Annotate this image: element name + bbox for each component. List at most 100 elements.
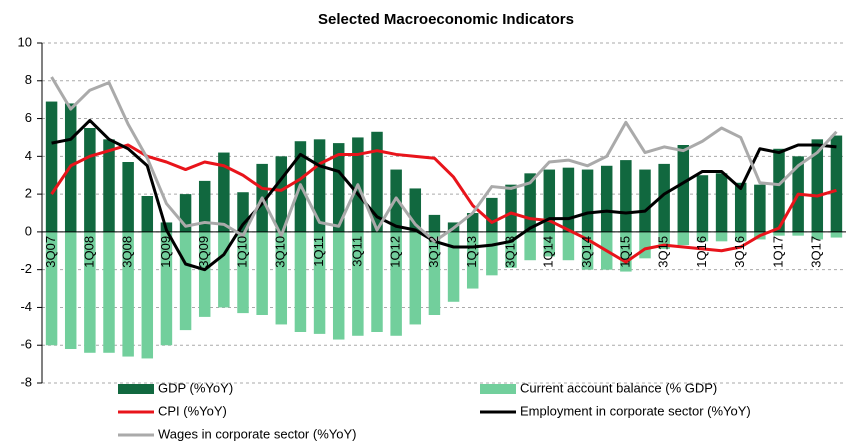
x-tick-label: 1Q08 <box>81 236 96 268</box>
bar <box>600 165 613 232</box>
bar <box>715 173 728 232</box>
legend-swatch <box>118 384 154 394</box>
bar <box>696 175 709 232</box>
bar <box>466 213 479 232</box>
legend-label: Employment in corporate sector (%YoY) <box>520 403 751 418</box>
bar <box>734 182 747 232</box>
bar <box>734 231 747 242</box>
bar <box>294 231 307 332</box>
legend-label: Wages in corporate sector (%YoY) <box>158 426 356 441</box>
bar <box>371 131 383 232</box>
bar <box>447 231 460 302</box>
legend-label: CPI (%YoY) <box>158 403 227 418</box>
bar <box>620 231 632 272</box>
bar <box>122 162 134 232</box>
bar <box>332 231 345 340</box>
x-tick-label: 1Q14 <box>541 236 556 268</box>
bar <box>409 188 422 232</box>
bar <box>830 135 843 232</box>
bar <box>409 231 422 325</box>
bar <box>658 163 670 232</box>
y-tick-label: 0 <box>25 223 32 238</box>
bar <box>313 231 326 334</box>
bar <box>84 128 96 232</box>
bar <box>754 184 766 232</box>
bar <box>581 169 594 232</box>
bar <box>198 180 211 232</box>
bar <box>524 173 536 232</box>
bar <box>352 231 364 336</box>
bar <box>179 194 192 232</box>
chart-title: Selected Macroeconomic Indicators <box>318 11 574 28</box>
y-tick-label: 6 <box>25 110 32 125</box>
bar <box>466 231 479 289</box>
bar <box>562 167 575 232</box>
bar <box>524 231 536 261</box>
y-tick-label: -8 <box>20 374 32 389</box>
y-tick-label: 2 <box>25 186 32 201</box>
x-tick-label: 1Q09 <box>158 236 173 268</box>
y-tick-label: -4 <box>20 299 32 314</box>
x-tick-label: 3Q12 <box>426 236 441 268</box>
x-tick-label: 1Q15 <box>617 236 632 268</box>
bar <box>505 184 517 232</box>
x-tick-label: 1Q10 <box>234 236 249 268</box>
x-tick-label: 1Q13 <box>464 236 479 268</box>
bar <box>581 231 594 270</box>
bar <box>830 231 843 238</box>
x-tick-label: 3Q16 <box>732 236 747 268</box>
x-tick-label: 1Q12 <box>388 236 403 268</box>
x-tick-label: 3Q09 <box>196 236 211 268</box>
bar <box>543 231 556 257</box>
bar <box>677 231 690 246</box>
bar <box>773 231 785 236</box>
bar <box>218 152 230 232</box>
bar <box>620 160 632 232</box>
bar <box>639 231 651 259</box>
x-tick-label: 3Q13 <box>502 236 517 268</box>
x-tick-label: 1Q16 <box>694 236 709 268</box>
bar <box>543 169 556 232</box>
x-tick-label: 3Q10 <box>273 236 288 268</box>
bar <box>773 148 785 232</box>
x-tick-label: 3Q17 <box>809 236 824 268</box>
bar <box>332 143 345 232</box>
bar <box>103 139 115 232</box>
legend-swatch <box>480 384 516 394</box>
y-tick-label: 4 <box>25 148 32 163</box>
bar <box>275 156 288 232</box>
bar <box>677 145 690 232</box>
bar <box>658 231 670 249</box>
bar <box>390 231 402 336</box>
bar <box>45 101 58 232</box>
bar <box>811 231 824 240</box>
bar <box>313 139 326 232</box>
line <box>50 76 838 243</box>
x-tick-label: 1Q11 <box>311 236 326 267</box>
bar <box>428 214 441 232</box>
bar <box>237 231 249 314</box>
legend-label: Current account balance (% GDP) <box>520 380 717 395</box>
bar <box>428 231 441 315</box>
y-tick-label: -6 <box>20 337 32 352</box>
bar <box>122 231 134 357</box>
bar <box>562 231 575 261</box>
bar <box>84 231 96 353</box>
bar <box>160 231 173 346</box>
bar <box>639 169 651 232</box>
bar <box>198 231 211 317</box>
x-tick-label: 1Q17 <box>770 236 785 268</box>
bar <box>141 196 154 232</box>
legend-label: GDP (%YoY) <box>158 380 233 395</box>
bar <box>256 231 268 315</box>
line <box>51 118 837 272</box>
bar <box>792 231 804 236</box>
bar <box>696 231 709 242</box>
bar <box>275 231 288 325</box>
bar <box>237 192 249 232</box>
y-tick-label: 8 <box>25 72 32 87</box>
bar <box>218 231 230 308</box>
x-tick-label: 3Q14 <box>579 236 594 268</box>
y-tick-label: 10 <box>18 34 32 49</box>
